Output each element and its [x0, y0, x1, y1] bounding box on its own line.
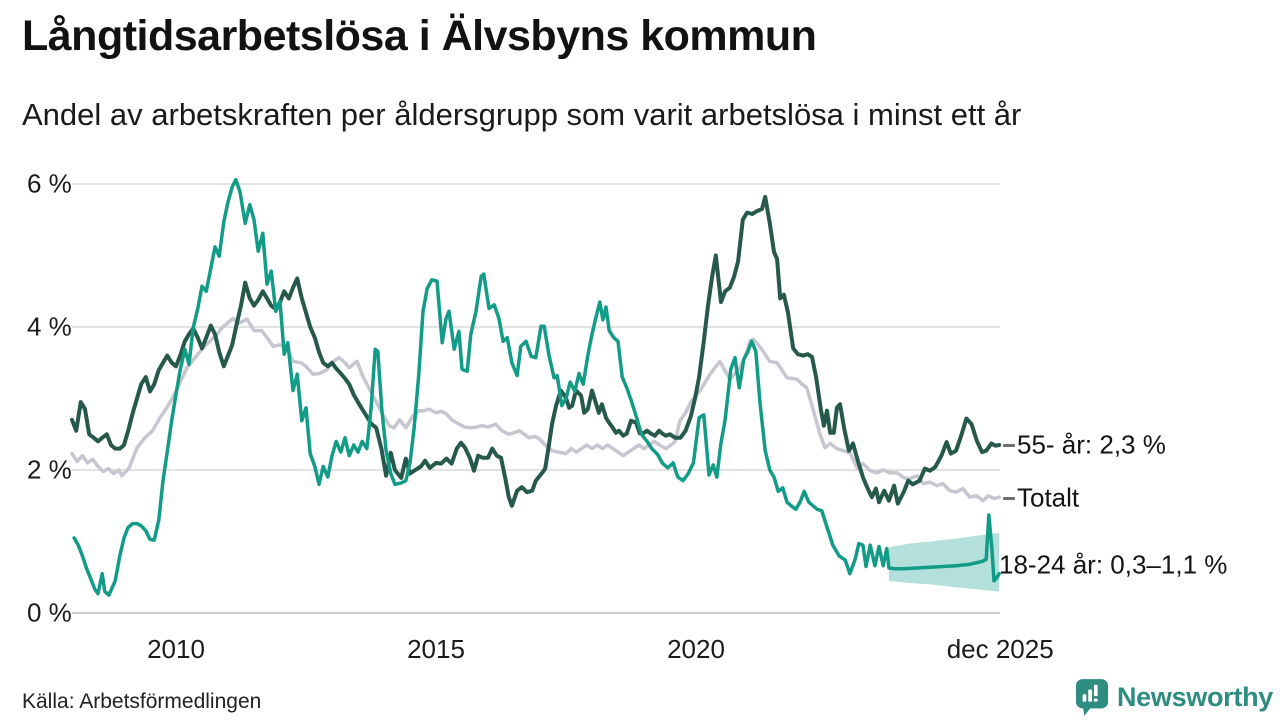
series-line-55- år — [70, 194, 1002, 508]
series-line-Totalt — [70, 316, 1001, 503]
newsworthy-bubble-chart-icon — [1075, 679, 1109, 716]
chart-title: Långtidsarbetslösa i Älvsbyns kommun — [22, 12, 817, 60]
series-end-label-55: 55- år: 2,3 % — [1017, 429, 1166, 460]
chart-subtitle: Andel av arbetskraften per åldersgrupp s… — [22, 97, 1022, 132]
forecast-band — [888, 532, 1000, 592]
series-line-18-24 år — [72, 177, 1001, 597]
source-note: Källa: Arbetsförmedlingen — [22, 690, 262, 713]
label-connector-dash-55 — [1003, 444, 1015, 447]
label-connector-dash-totalt — [1003, 497, 1015, 500]
series-end-label-totalt: Totalt — [1017, 482, 1080, 513]
series-end-label-18-24: 18-24 år: 0,3–1,1 % — [999, 549, 1228, 580]
newsworthy-logo: Newsworthy — [1075, 678, 1273, 717]
newsworthy-wordmark: Newsworthy — [1116, 682, 1273, 712]
